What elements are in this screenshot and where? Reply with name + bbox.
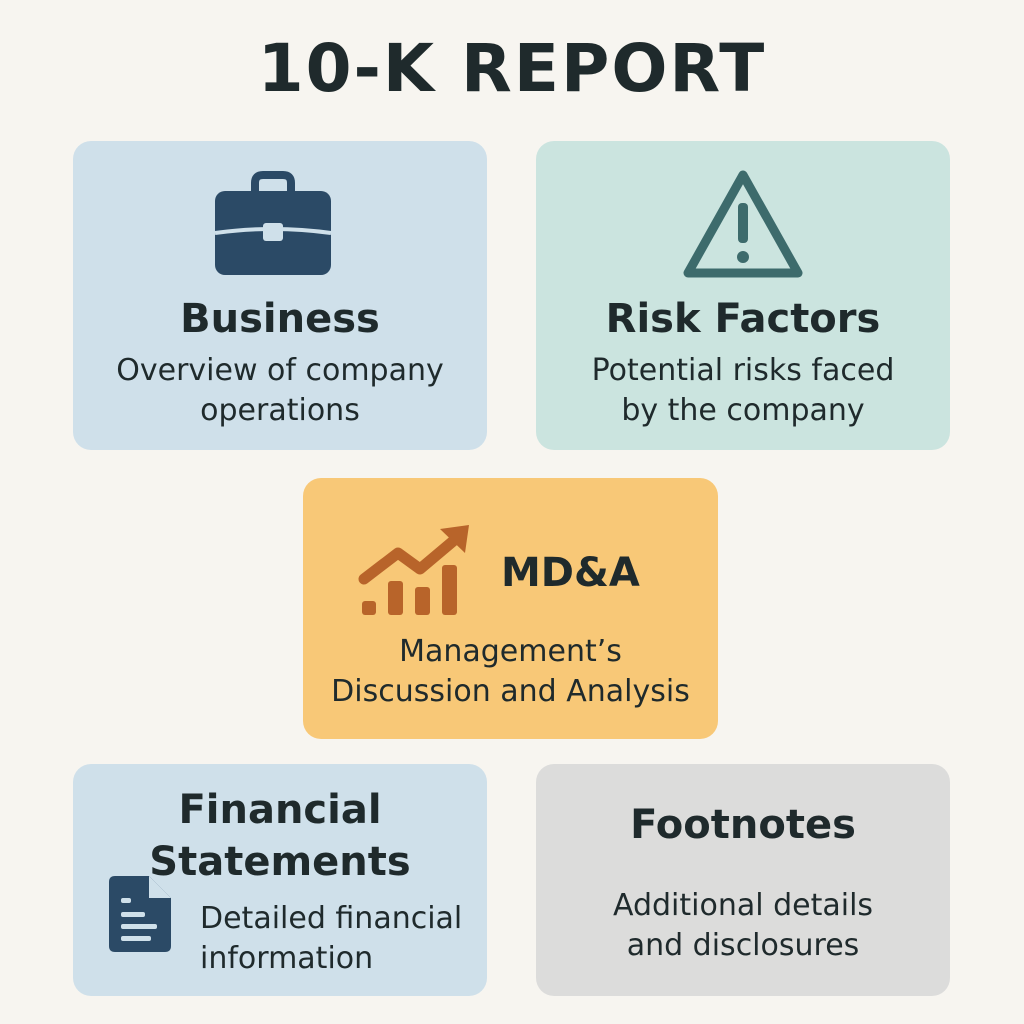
footnotes-description-line1: Additional details xyxy=(612,888,874,923)
briefcase-icon xyxy=(214,171,332,275)
mda-card: MD&A Management’s Discussion and Analysi… xyxy=(303,478,718,739)
financial-statements-description-line1: Detailed financial xyxy=(200,901,463,936)
risk-factors-description-line1: Potential risks faced xyxy=(591,353,895,388)
financial-statements-description-line2: information xyxy=(200,941,374,976)
risk-factors-description: Potential risks faced by the company xyxy=(536,351,950,431)
financial-statements-description: Detailed financial information xyxy=(200,899,462,979)
business-heading: Business xyxy=(180,296,380,342)
financial-statements-card: Financial Statements Detailed financial … xyxy=(73,764,487,996)
financial-statements-heading: Financial Statements xyxy=(73,784,487,888)
risk-factors-description-line2: by the company xyxy=(621,393,865,428)
financial-statements-heading-line1: Financial xyxy=(178,787,382,833)
footnotes-card: Footnotes Additional details and disclos… xyxy=(536,764,950,996)
footnotes-description: Additional details and disclosures xyxy=(536,886,950,966)
business-description-line2: operations xyxy=(200,393,360,428)
business-description: Overview of company operations xyxy=(73,351,487,431)
page-title: 10-K REPORT xyxy=(257,30,767,107)
growth-chart-icon xyxy=(358,525,469,615)
risk-factors-card: Risk Factors Potential risks faced by th… xyxy=(536,141,950,450)
mda-description-line1: Management’s xyxy=(399,634,622,669)
risk-factors-heading: Risk Factors xyxy=(605,296,881,342)
mda-heading: MD&A xyxy=(501,550,640,596)
warning-icon xyxy=(683,170,803,278)
business-description-line1: Overview of company xyxy=(116,353,444,388)
mda-description: Management’s Discussion and Analysis xyxy=(303,632,718,712)
document-icon xyxy=(109,876,171,952)
mda-description-line2: Discussion and Analysis xyxy=(331,674,690,709)
footnotes-description-line2: and disclosures xyxy=(626,928,860,963)
footnotes-heading: Footnotes xyxy=(630,802,856,848)
financial-statements-heading-line2: Statements xyxy=(149,839,411,885)
business-card: Business Overview of company operations xyxy=(73,141,487,450)
